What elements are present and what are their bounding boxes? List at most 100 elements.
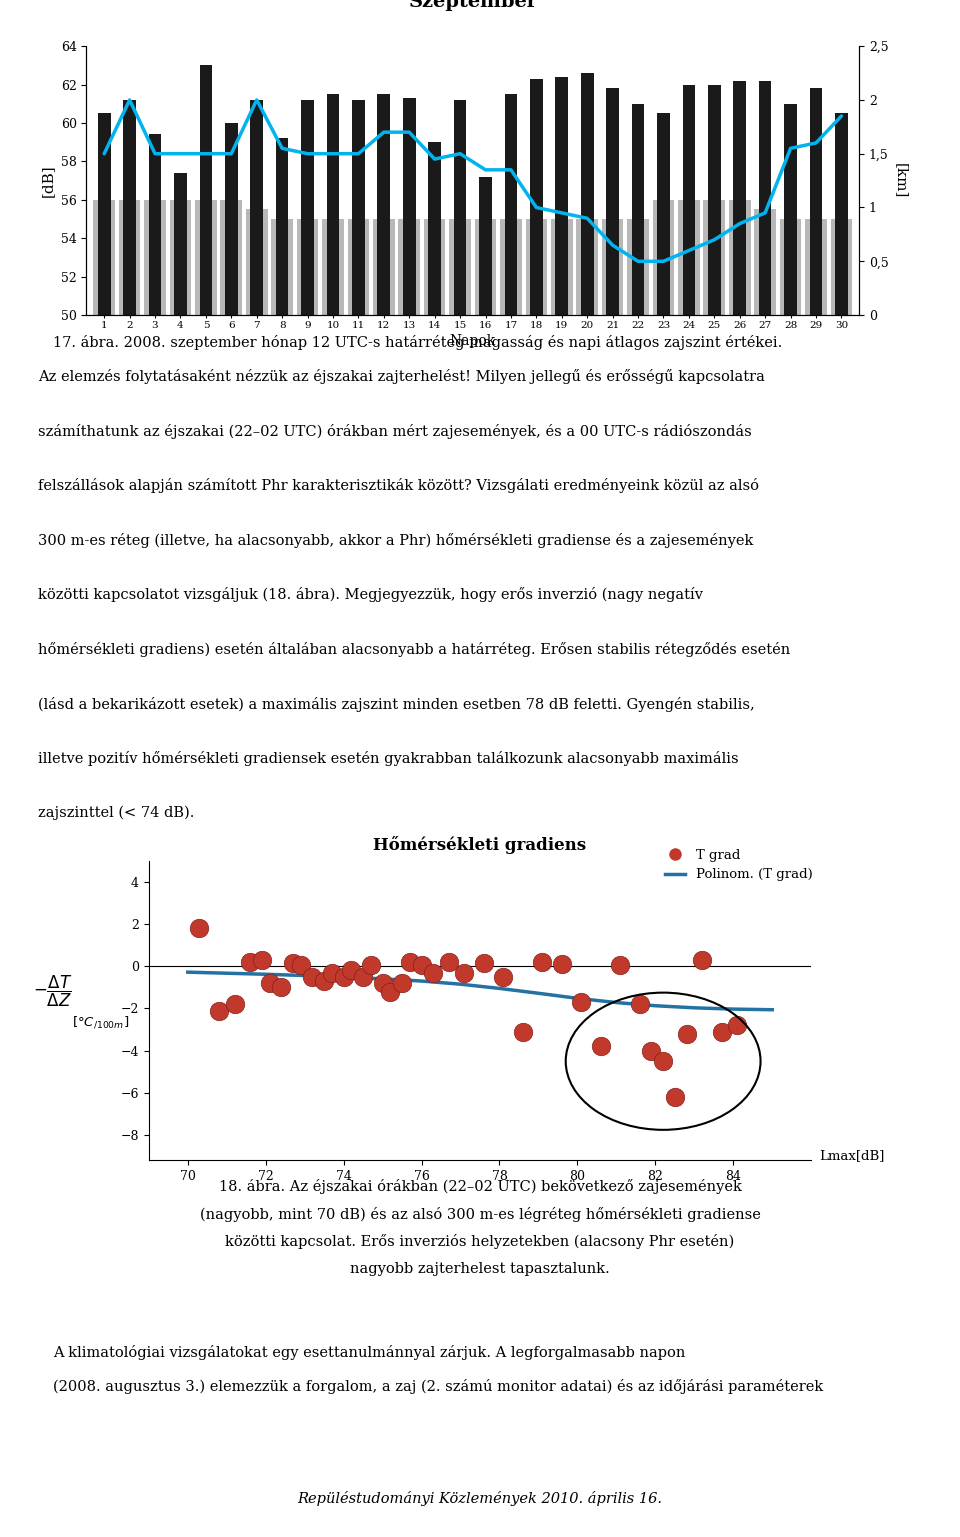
Bar [246, 209, 268, 1276]
Text: 17. ábra. 2008. szeptember hónap 12 UTC-s határréteg magasság és napi átlagos za: 17. ábra. 2008. szeptember hónap 12 UTC-… [53, 335, 782, 350]
Title: Hőmérsékleti gradiens: Hőmérsékleti gradiens [373, 836, 587, 853]
Point [227, 991, 242, 1016]
Point [211, 999, 227, 1024]
Bar [123, 100, 136, 1276]
Y-axis label: [dB]: [dB] [41, 164, 55, 197]
Bar [479, 177, 492, 1276]
Point [317, 968, 332, 993]
Point [476, 951, 492, 976]
Bar [119, 200, 140, 1276]
Bar [551, 218, 572, 1276]
Bar [428, 143, 441, 1276]
Point [656, 1048, 671, 1073]
Bar [200, 66, 212, 1276]
Point [304, 965, 320, 990]
Bar [373, 218, 395, 1276]
Point [667, 1085, 683, 1110]
Point [714, 1019, 730, 1044]
Text: nagyobb zajterhelest tapasztalunk.: nagyobb zajterhelest tapasztalunk. [350, 1262, 610, 1276]
Text: illetve pozitív hőmérsékleti gradiensek esetén gyakrabban találkozunk alacsonyab: illetve pozitív hőmérsékleti gradiensek … [38, 752, 739, 767]
Bar [581, 72, 593, 1276]
Point [442, 950, 457, 974]
Bar [251, 100, 263, 1276]
Point [574, 990, 589, 1014]
Bar [683, 85, 695, 1276]
Bar [729, 200, 751, 1276]
Point [383, 979, 398, 1004]
Bar [98, 114, 110, 1276]
Text: A klimatológiai vizsgálatokat egy esettanulmánnyal zárjuk. A legforgalmasabb nap: A klimatológiai vizsgálatokat egy esetta… [53, 1345, 685, 1360]
Text: $-\dfrac{\Delta T}{\Delta Z}$: $-\dfrac{\Delta T}{\Delta Z}$ [33, 974, 73, 1008]
Bar [449, 218, 471, 1276]
Bar [221, 200, 242, 1276]
Text: felszállások alapján számított Phr karakterisztikák között? Vizsgálati eredménye: felszállások alapján számított Phr karak… [38, 478, 759, 493]
Bar [505, 94, 517, 1276]
Bar [500, 218, 521, 1276]
Bar [195, 200, 217, 1276]
Bar [149, 135, 161, 1276]
Bar [454, 100, 467, 1276]
Point [355, 965, 371, 990]
Point [730, 1013, 745, 1037]
Bar [678, 200, 700, 1276]
Text: Az elemzés folytatásaként nézzük az éjszakai zajterhelést! Milyen jellegű és erő: Az elemzés folytatásaként nézzük az éjsz… [38, 369, 765, 384]
Point [694, 948, 709, 973]
Bar [398, 218, 420, 1276]
Point [254, 948, 270, 973]
Point [274, 974, 289, 999]
Bar [170, 200, 191, 1276]
Point [262, 971, 277, 996]
Point [243, 950, 258, 974]
Text: hőmérsékleti gradiens) esetén általában alacsonyabb a határréteg. Erősen stabili: hőmérsékleti gradiens) esetén általában … [38, 642, 791, 658]
Bar [301, 100, 314, 1276]
Text: (2008. augusztus 3.) elemezzük a forgalom, a zaj (2. számú monitor adatai) és az: (2008. augusztus 3.) elemezzük a forgalo… [53, 1379, 823, 1394]
Bar [348, 218, 370, 1276]
Bar [93, 200, 115, 1276]
Bar [809, 88, 823, 1276]
Bar [708, 85, 721, 1276]
Text: Lmax[dB]: Lmax[dB] [819, 1150, 884, 1162]
Text: (nagyobb, mint 70 dB) és az alsó 300 m-es légréteg hőmérsékleti gradiense: (nagyobb, mint 70 dB) és az alsó 300 m-e… [200, 1207, 760, 1222]
Point [593, 1034, 609, 1059]
Point [425, 961, 441, 985]
Point [516, 1019, 531, 1044]
Bar [653, 200, 674, 1276]
Bar [174, 174, 187, 1276]
Point [285, 951, 300, 976]
Bar [403, 98, 416, 1276]
Bar [530, 78, 542, 1276]
Y-axis label: [km]: [km] [894, 163, 908, 198]
Bar [602, 218, 623, 1276]
Text: zajszinttel (< 74 dB).: zajszinttel (< 74 dB). [38, 805, 195, 821]
Point [402, 950, 418, 974]
Point [632, 991, 647, 1016]
Point [344, 958, 359, 982]
Bar [276, 138, 289, 1276]
Point [375, 971, 391, 996]
Text: számíthatunk az éjszakai (22–02 UTC) órákban mért zajesemények, és a 00 UTC-s rá: számíthatunk az éjszakai (22–02 UTC) órá… [38, 424, 752, 438]
Bar [525, 218, 547, 1276]
Point [612, 953, 628, 978]
Bar [704, 200, 725, 1276]
Bar [657, 114, 670, 1276]
Point [192, 916, 207, 941]
Bar [225, 123, 238, 1276]
Point [457, 961, 472, 985]
Bar [377, 94, 390, 1276]
Bar [607, 88, 619, 1276]
Bar [755, 209, 776, 1276]
Point [336, 965, 351, 990]
Bar [835, 114, 848, 1276]
Text: 18. ábra. Az éjszakai órákban (22–02 UTC) bekövetkező zajesemények: 18. ábra. Az éjszakai órákban (22–02 UTC… [219, 1179, 741, 1194]
Text: 300 m-es réteg (illetve, ha alacsonyabb, akkor a Phr) hőmérsékleti gradiense és : 300 m-es réteg (illetve, ha alacsonyabb,… [38, 533, 754, 547]
Bar [323, 218, 344, 1276]
Bar [733, 80, 746, 1276]
Point [495, 965, 511, 990]
Text: $[°C_{/100m}]$: $[°C_{/100m}]$ [72, 1014, 130, 1030]
Bar [780, 218, 802, 1276]
Bar [632, 105, 644, 1276]
Point [679, 1022, 694, 1047]
Bar [144, 200, 166, 1276]
Bar [627, 218, 649, 1276]
Point [554, 951, 569, 976]
